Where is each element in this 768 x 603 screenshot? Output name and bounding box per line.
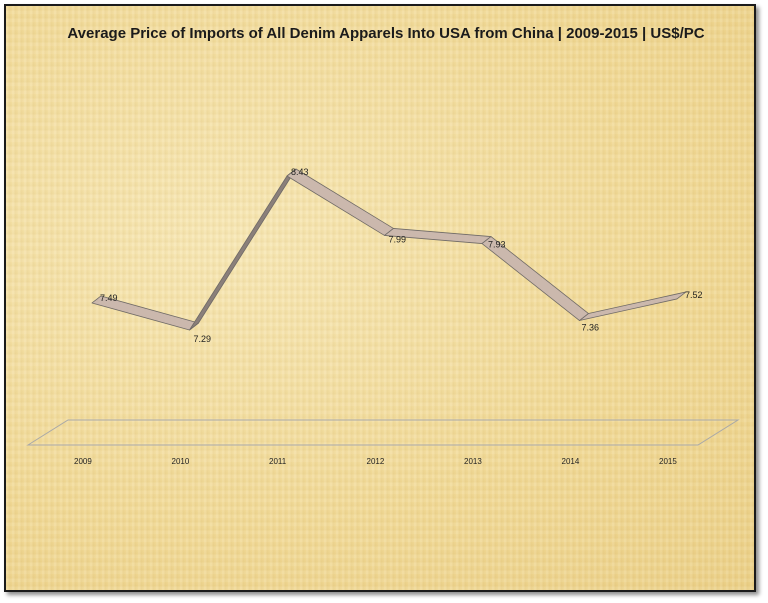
x-tick-2015: 2015 [659,457,677,466]
data-label-2011: 8.43 [291,167,309,177]
data-label-2015: 7.52 [685,290,703,300]
data-label-2012: 7.99 [389,234,407,244]
x-tick-2012: 2012 [367,457,385,466]
chart-floor [26,419,740,446]
line-chart: 7.49 7.29 8.43 7.99 7.93 7.36 7.52 2009 2010 201… [26,167,740,466]
ribbon-segment-2010-2011 [189,168,297,331]
data-label-2009: 7.49 [100,293,118,303]
data-label-2010: 7.29 [194,334,212,344]
x-tick-2009: 2009 [74,457,92,466]
ribbon-segment-2014-2015 [579,291,687,321]
x-tick-2010: 2010 [172,457,190,466]
chart-title: Average Price of Imports of All Denim Ap… [67,25,705,42]
x-tick-2014: 2014 [562,457,580,466]
x-tick-2011: 2011 [269,457,287,466]
data-label-2014: 7.36 [582,323,600,333]
chart-frame: Average Price of Imports of All Denim Ap… [4,4,756,592]
data-label-2013: 7.93 [488,240,506,250]
ribbon-segment-2011-2012 [286,168,394,236]
x-tick-2013: 2013 [464,457,482,466]
